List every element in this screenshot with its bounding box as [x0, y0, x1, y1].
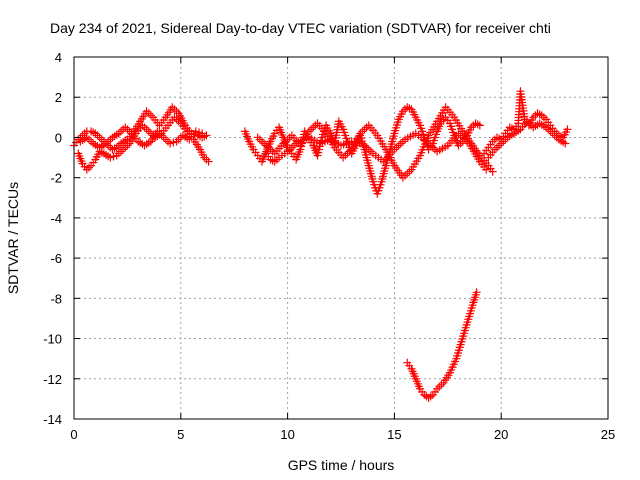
- y-tick-label: -12: [43, 372, 62, 387]
- y-tick-label: -10: [43, 332, 62, 347]
- data-point: [482, 165, 491, 174]
- y-tick-label: -4: [50, 211, 62, 226]
- x-tick-label: 15: [387, 427, 401, 442]
- chart-title: Day 234 of 2021, Sidereal Day-to-day VTE…: [50, 20, 551, 36]
- data-point: [202, 131, 211, 140]
- series-7: [484, 117, 570, 162]
- data-point: [475, 121, 484, 130]
- y-axis-ticks: 4 2 0 -2 -4 -6 -8 -10 -12 -14: [43, 50, 608, 427]
- y-axis-label: SDTVAR / TECUs: [5, 182, 21, 294]
- x-tick-label: 0: [70, 427, 77, 442]
- series-2: [76, 123, 207, 152]
- y-tick-label: 2: [55, 90, 62, 105]
- y-tick-label: -6: [50, 251, 62, 266]
- data-point: [488, 167, 497, 176]
- x-axis-ticks: 0 5 10 15 20 25: [70, 57, 615, 442]
- data-point: [198, 129, 207, 138]
- x-tick-label: 25: [601, 427, 615, 442]
- data-points: [70, 87, 572, 402]
- x-tick-label: 5: [177, 427, 184, 442]
- y-tick-label: -2: [50, 171, 62, 186]
- x-tick-label: 20: [494, 427, 508, 442]
- y-tick-label: 0: [55, 130, 62, 145]
- plot-frame: [73, 56, 609, 420]
- x-tick-label: 10: [280, 427, 294, 442]
- data-point: [204, 157, 213, 166]
- series-8: [403, 288, 481, 402]
- data-point: [563, 125, 572, 134]
- y-tick-label: -8: [50, 291, 62, 306]
- data-point: [472, 288, 481, 297]
- y-tick-label: -14: [43, 412, 62, 427]
- series-5: [262, 129, 491, 174]
- y-tick-label: 4: [55, 50, 62, 65]
- x-axis-label: GPS time / hours: [288, 457, 395, 473]
- data-point: [561, 139, 570, 148]
